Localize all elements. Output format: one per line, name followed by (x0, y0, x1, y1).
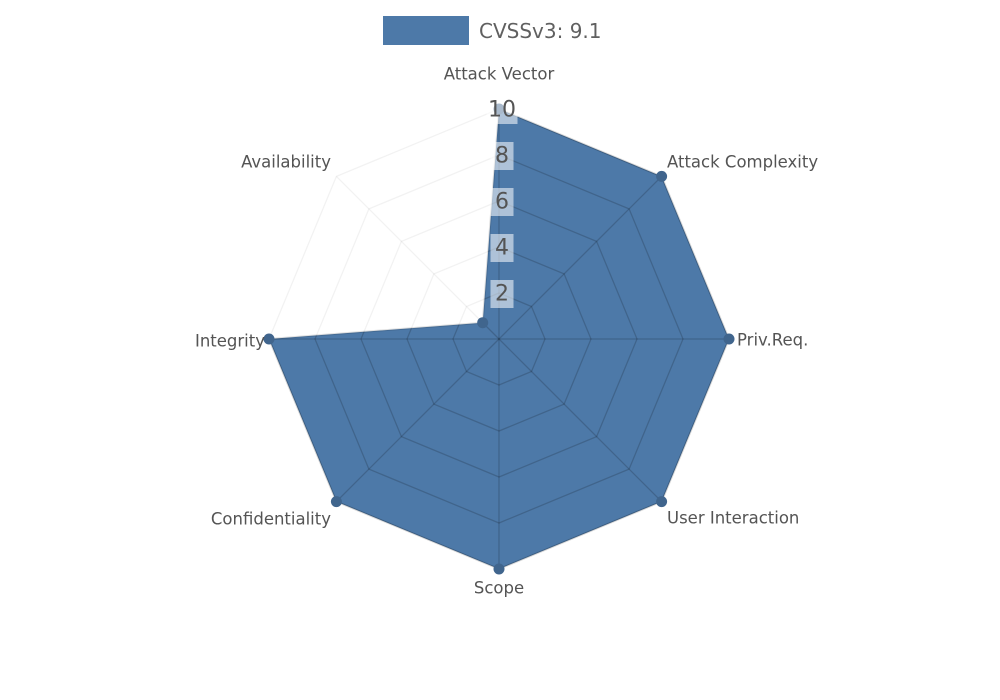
legend-swatch (383, 16, 469, 45)
axis-label-availability: Availability (241, 153, 331, 172)
grid-spoke-availability (335, 175, 500, 340)
axis-label-integrity: Integrity (195, 332, 265, 351)
vertex-dot-scope (493, 563, 505, 575)
legend[interactable]: CVSSv3: 9.1 (383, 16, 602, 45)
tick-label-2: 2 (495, 282, 509, 307)
tick-box-4 (490, 234, 514, 262)
vertex-dot-user-interaction (656, 496, 668, 508)
vertex-dot-attack-complexity (656, 170, 668, 182)
tick-label-6: 6 (495, 190, 509, 215)
tick-label-8: 8 (495, 144, 509, 169)
axis-label-priv-req: Priv.Req. (737, 331, 808, 350)
grid-spoke-attack-complexity (498, 175, 663, 340)
vertex-dot-integrity (263, 333, 275, 345)
axis-label-user-interaction: User Interaction (667, 509, 799, 528)
vertex-dot-confidentiality (330, 496, 342, 508)
axis-label-confidentiality: Confidentiality (211, 510, 331, 529)
axis-label-attack-complexity: Attack Complexity (667, 153, 818, 172)
grid-spoke-confidentiality (335, 338, 500, 503)
vertex-dot-availability (477, 317, 489, 329)
grid-spoke-user-interaction (498, 338, 663, 503)
tick-box-10 (486, 96, 518, 124)
axis-label-attack-vector: Attack Vector (444, 65, 555, 84)
tick-box-6 (490, 188, 514, 216)
tick-label-10: 10 (488, 98, 516, 123)
tick-box-2 (490, 280, 514, 308)
axis-label-scope: Scope (474, 579, 524, 598)
tick-label-4: 4 (495, 236, 509, 261)
legend-label: CVSSv3: 9.1 (479, 18, 602, 43)
tick-box-8 (490, 142, 514, 170)
vertex-dot-priv-req (723, 333, 735, 345)
